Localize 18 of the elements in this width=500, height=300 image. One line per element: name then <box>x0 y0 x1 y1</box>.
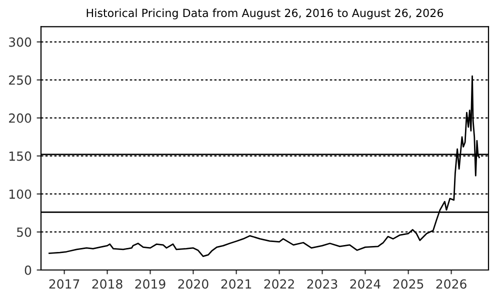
y-tick-label: 100 <box>9 189 32 199</box>
x-tick-label: 2018 <box>92 279 122 289</box>
y-tick-label: 300 <box>9 37 32 47</box>
x-tick-label: 2017 <box>49 279 80 289</box>
y-tick-label: 150 <box>9 151 32 161</box>
x-tick-label: 2021 <box>221 279 252 289</box>
y-tick-label: 250 <box>9 75 32 85</box>
chart-title: Historical Pricing Data from August 26, 2016 to August 26, 2026 <box>86 8 444 20</box>
y-tick-label: 0 <box>24 265 32 275</box>
x-tick-label: 2020 <box>178 279 208 289</box>
x-tick-label: 2025 <box>393 279 424 289</box>
x-tick-label: 2024 <box>350 279 380 289</box>
x-tick-label: 2023 <box>307 279 338 289</box>
x-tick-label: 2019 <box>135 279 166 289</box>
y-tick-label: 200 <box>9 113 32 123</box>
x-tick-label: 2022 <box>264 279 294 289</box>
y-tick-label: 50 <box>17 227 32 237</box>
x-tick-label: 2026 <box>436 279 466 289</box>
